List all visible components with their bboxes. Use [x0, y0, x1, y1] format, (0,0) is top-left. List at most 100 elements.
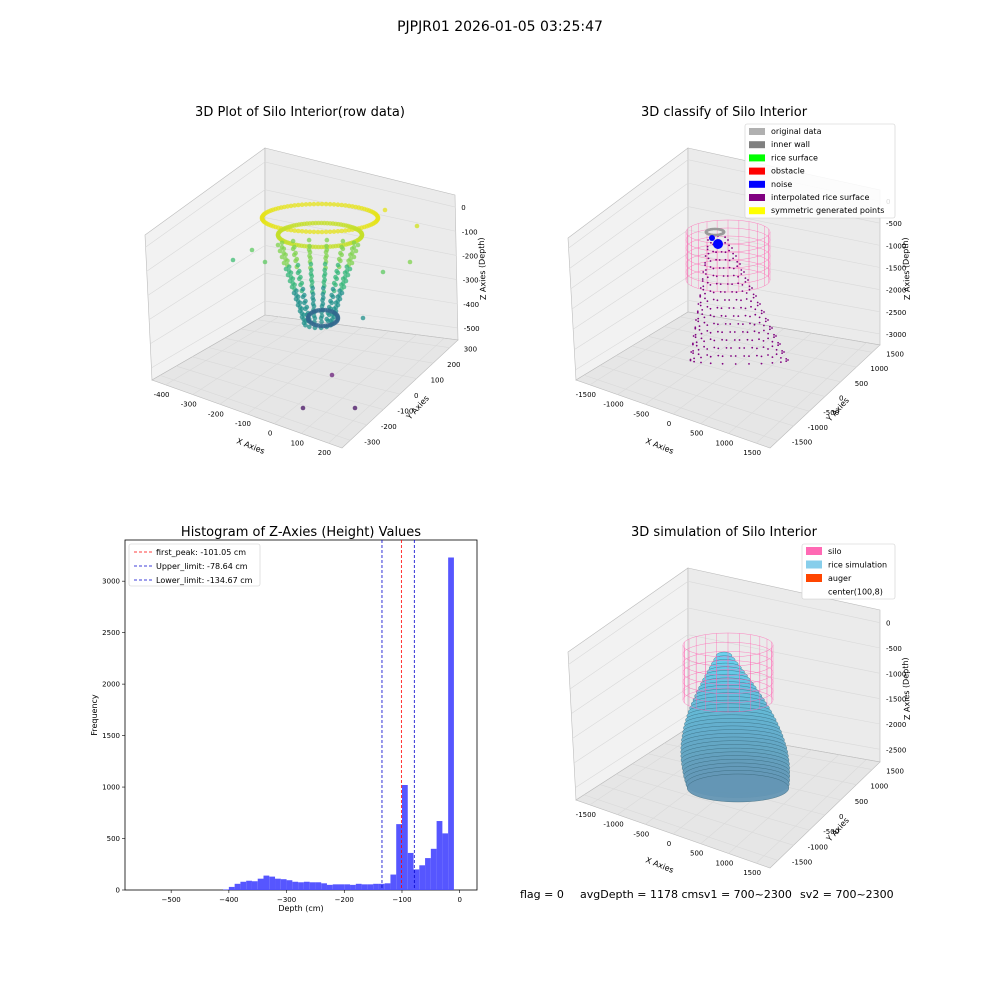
interpolated-point [734, 355, 737, 357]
scatter-point [306, 237, 312, 243]
x-tick-label: 100 [291, 439, 304, 447]
legend-label: interpolated rice surface [771, 193, 869, 202]
classify-x-label: X Axies [644, 437, 675, 456]
grid-line [631, 345, 826, 397]
interpolated-point [735, 291, 738, 294]
z-tick-label: -300 [463, 277, 479, 285]
interpolated-point [760, 312, 763, 315]
interpolated-point [740, 269, 743, 271]
interpolated-point [706, 324, 709, 326]
scatter-point [303, 202, 309, 207]
interpolated-point [728, 259, 731, 262]
interpolated-point [763, 311, 765, 313]
scatter-point [339, 202, 345, 208]
histogram-bar [269, 876, 276, 890]
interpolated-point [741, 290, 744, 292]
interpolated-point [709, 355, 712, 358]
grid-line [572, 253, 881, 330]
legend-swatch [749, 141, 765, 149]
scatter-point [380, 269, 386, 275]
histogram-bar [332, 884, 339, 890]
interpolated-point [721, 362, 724, 365]
scatter-point [349, 260, 355, 266]
interpolated-point [692, 350, 694, 352]
interpolated-point [705, 273, 707, 275]
scatter-point [292, 203, 297, 208]
interpolated-point [705, 269, 707, 271]
sim-x-label: X Axies [644, 856, 675, 875]
interpolated-point [695, 341, 698, 344]
interpolated-point [763, 329, 765, 332]
interpolated-point [732, 267, 735, 270]
scatter-point [349, 246, 355, 252]
histogram-bar [413, 869, 420, 890]
interpolated-point [707, 257, 710, 260]
interpolated-point [728, 299, 731, 301]
interpolated-point [731, 247, 733, 249]
interpolated-point [743, 271, 745, 273]
interpolated-point [700, 356, 702, 359]
sim-z-label: Z Axies (Depth) [901, 657, 912, 720]
scatter-point [311, 297, 316, 303]
interpolated-point [717, 323, 719, 326]
scatter-point [299, 280, 305, 286]
interpolated-point [724, 236, 726, 239]
y-tick-label: 3000 [102, 578, 120, 586]
interpolated-point [763, 324, 765, 327]
histogram-bar [355, 883, 362, 890]
scatter-point [279, 240, 285, 246]
interpolated-point [702, 288, 705, 291]
y-tick-label: -300 [364, 438, 380, 446]
x-tick-label: 0 [667, 420, 671, 428]
interpolated-point [775, 353, 778, 356]
grid-line [568, 581, 881, 665]
legend-label: first_peak: -101.05 cm [156, 548, 246, 557]
y-tick-label: 0 [414, 392, 418, 400]
interpolated-point [699, 304, 702, 307]
interpolated-point [709, 331, 712, 334]
grid-line [599, 784, 794, 846]
interpolated-point [756, 347, 758, 350]
interpolated-point [741, 284, 744, 286]
interpolated-point [696, 310, 699, 313]
histogram-bar [234, 883, 241, 890]
interpolated-point [748, 288, 751, 291]
interpolated-point [745, 298, 748, 300]
interpolated-point [721, 338, 723, 341]
interpolated-point [771, 327, 773, 329]
interpolated-point [722, 275, 725, 277]
scatter-point [292, 282, 297, 288]
scatter-point [336, 256, 342, 262]
grid-line [570, 206, 881, 289]
interpolated-point [701, 309, 704, 311]
interpolated-point [709, 260, 712, 262]
interpolated-point [787, 359, 789, 361]
histogram-bar [321, 883, 327, 890]
classify-legend [744, 123, 896, 219]
scatter-point [321, 285, 326, 291]
legend-label: rice surface [771, 153, 818, 162]
interpolated-point [704, 255, 707, 257]
legend-swatch [749, 167, 765, 175]
interpolated-point [736, 260, 739, 263]
interpolated-point [706, 348, 709, 350]
interpolated-point [744, 314, 747, 317]
scatter-point [359, 231, 365, 237]
scatter-point [283, 252, 288, 258]
histogram-bar [309, 882, 316, 890]
scatter-point [299, 202, 305, 207]
scatter-point [338, 250, 343, 256]
scatter-point [283, 266, 289, 272]
x-tick-label: 200 [318, 449, 331, 457]
interpolated-point [756, 304, 759, 307]
interpolated-point [712, 274, 715, 277]
interpolated-point [733, 339, 736, 341]
histogram-bar [384, 883, 391, 890]
noise-cluster [713, 239, 723, 249]
scatter-point [290, 276, 296, 282]
interpolated-point [716, 306, 719, 309]
grid-line [679, 316, 873, 353]
interpolated-point [724, 299, 726, 301]
interpolated-point [777, 341, 779, 344]
